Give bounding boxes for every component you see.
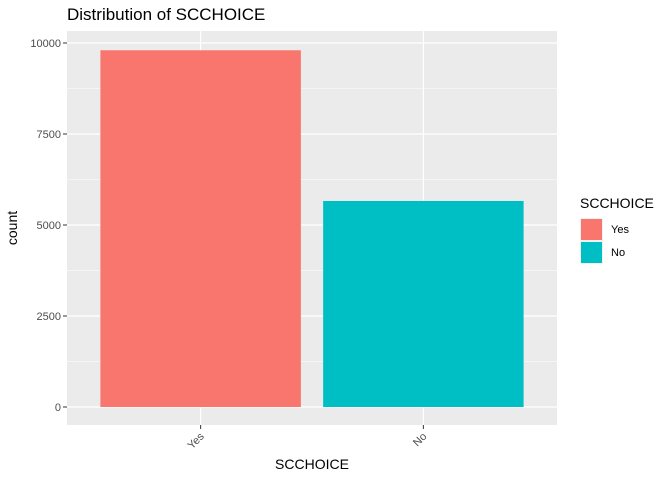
legend-swatch-yes (581, 219, 602, 240)
y-tick-label: 5000 (37, 220, 61, 232)
y-tick-label: 10000 (30, 38, 61, 50)
x-axis: Yes No (186, 425, 429, 452)
legend-swatch-no (581, 242, 602, 263)
legend-label-no: No (611, 247, 625, 259)
x-axis-label: SCCHOICE (275, 456, 349, 472)
y-tick-label: 0 (55, 402, 61, 414)
bar-yes (100, 50, 301, 407)
legend-title: SCCHOICE (580, 195, 654, 211)
y-tick-label: 2500 (37, 311, 61, 323)
legend: SCCHOICE Yes No (580, 195, 654, 264)
chart-title: Distribution of SCCHOICE (67, 5, 265, 24)
y-axis: 0 2500 5000 7500 10000 (30, 38, 67, 414)
x-tick-label: Yes (186, 430, 208, 452)
bar-no (323, 200, 524, 407)
y-axis-label: count (4, 211, 20, 245)
bars (100, 50, 524, 407)
x-tick-label: No (411, 431, 429, 449)
y-tick-label: 7500 (37, 129, 61, 141)
legend-label-yes: Yes (611, 224, 629, 236)
